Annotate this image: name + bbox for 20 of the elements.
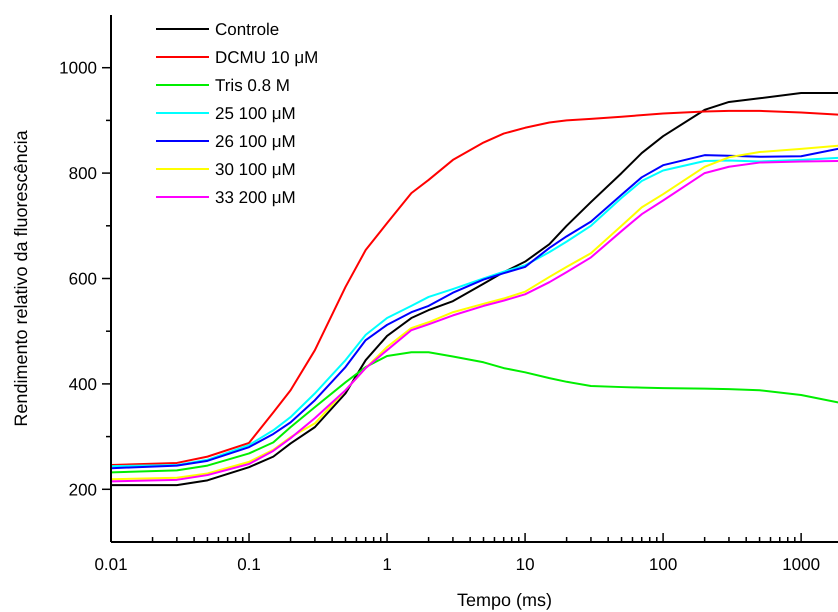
x-tick-label: 100 [648,555,678,574]
x-tick-label: 0.1 [237,555,261,574]
legend-label: 26 100 μM [215,132,296,151]
legend-label: Tris 0.8 M [215,76,290,95]
y-tick-label: 1000 [59,58,97,78]
y-tick-label: 800 [68,164,97,184]
y-tick-label: 600 [68,269,97,288]
y-tick-label: 400 [68,374,97,394]
x-tick-label: 1 [382,555,392,574]
legend-label: DCMU 10 μM [215,48,318,67]
legend-label: Controle [215,20,280,39]
x-tick-label: 10 [516,555,535,574]
y-tick-label: 200 [68,480,97,500]
x-tick-label: 1000 [782,555,820,574]
legend-label: 25 100 μM [215,104,296,123]
legend-label: 30 100 μM [215,160,296,179]
x-axis-title: Tempo (ms) [456,590,552,610]
legend-label: 33 200 μM [215,188,296,207]
y-axis-title: Rendimento relativo da fluorescência [11,129,31,427]
x-tick-label: 0.01 [94,555,128,574]
